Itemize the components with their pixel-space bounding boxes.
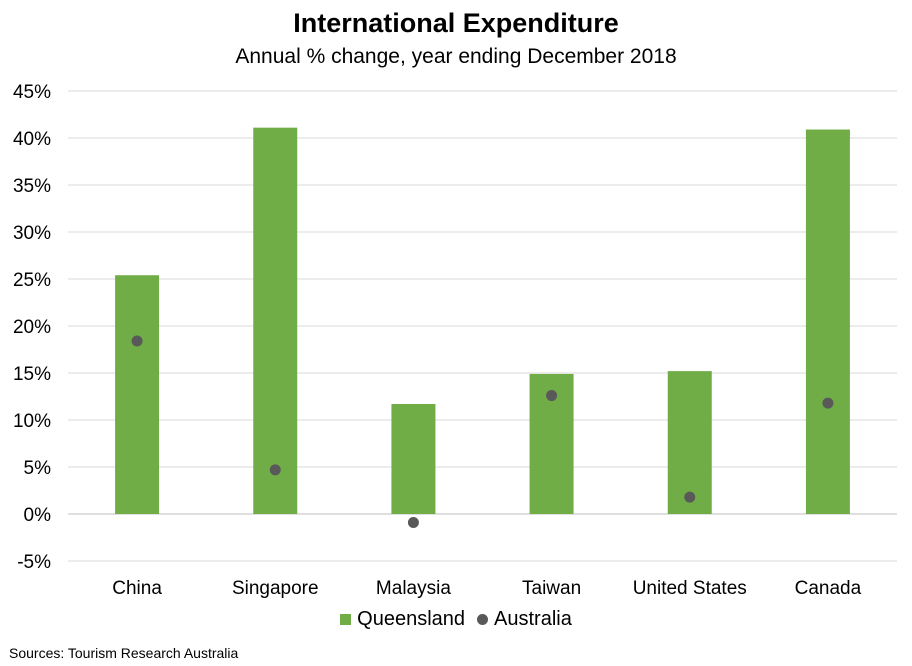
x-tick-label: Malaysia [376,578,451,599]
y-tick-label: 30% [13,223,51,244]
dot-australia [269,464,281,476]
y-tick-label: 15% [13,364,51,385]
x-tick-label: United States [633,578,747,599]
x-tick-label: China [112,578,162,599]
chart-subtitle: Annual % change, year ending December 20… [235,45,677,68]
legend-item-queensland: Queensland [340,608,465,631]
dot-australia [131,335,143,347]
x-tick-label: Singapore [232,578,319,599]
bar-queensland [253,127,298,514]
y-tick-label: 45% [13,82,51,103]
legend-item-australia: Australia [477,608,572,631]
bar-queensland [667,371,712,514]
y-tick-label: 0% [24,505,52,526]
y-tick-label: 35% [13,176,51,197]
y-tick-label: 5% [24,458,52,479]
legend-swatch-queensland [340,614,352,625]
y-tick-label: 40% [13,129,51,150]
bar-queensland [391,404,436,514]
y-tick-label: 25% [13,270,51,291]
x-tick-label: Canada [795,578,862,599]
dot-australia [822,397,834,409]
y-tick-label: 20% [13,317,51,338]
legend-label-queensland: Queensland [357,608,466,630]
y-tick-label: 10% [13,411,51,432]
legend-label-australia: Australia [494,608,572,630]
source-note: Sources: Tourism Research Australia [9,645,239,661]
bar-queensland [805,129,850,515]
y-tick-label: -5% [17,552,51,573]
dot-australia [684,491,696,503]
bar-queensland [115,275,160,514]
x-tick-label: Taiwan [522,578,581,599]
chart-legend: Queensland Australia [0,608,912,631]
legend-swatch-australia [477,614,489,625]
dot-australia [546,390,558,402]
dot-australia [407,516,419,528]
chart-title: International Expenditure [293,8,619,38]
